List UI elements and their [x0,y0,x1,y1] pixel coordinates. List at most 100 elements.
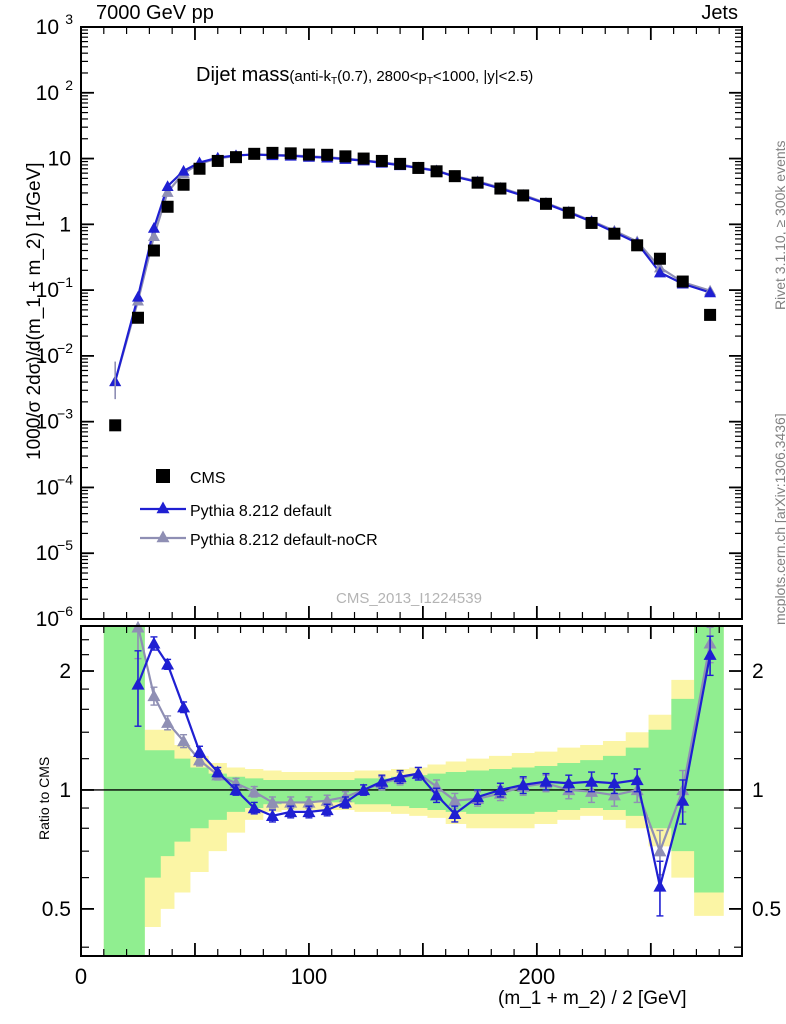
ratio-pythia-default-marker [193,745,207,757]
main-marker-cms [494,182,507,195]
main-y-tick-label: 1 [59,213,71,236]
main-marker-cms [676,275,689,288]
ratio-pythia-nocr-marker [302,795,316,808]
ratio-panel-frame [80,625,743,957]
ratio-pythia-default-marker [493,783,507,796]
ratio-y-tick-label-right: 1 [752,779,764,802]
main-marker-cms [339,150,352,163]
main-marker-cms [248,147,261,160]
main-y-tick-label: 10 [36,608,59,631]
ratio-pythia-default-marker [562,776,576,789]
main-marker-cms [562,206,575,219]
main-y-tick-exponent: −4 [57,471,73,487]
main-marker-cms [430,165,443,178]
main-marker-pythia-default [147,221,160,233]
plot-title: Dijet mass(anti-kT(0.7), 2800<pT<1000, |… [196,64,533,87]
plot-title-detail-post: <1000, |y|<2.5) [432,68,534,85]
header-right-analysis-label: Jets [701,2,738,24]
ratio-pythia-default-marker [177,700,191,713]
ratio-pythia-default-marker [430,788,444,801]
ratio-pythia-nocr-marker [607,788,621,801]
x-axis-label: (m_1 + m_2) / 2 [GeV] [498,988,687,1009]
main-marker-cms [375,154,388,167]
legend-label-pythia-default: Pythia 8.212 default [190,503,332,520]
header-left-beam-label: 7000 GeV pp [96,2,214,24]
ratio-pythia-default-marker [516,778,530,791]
plot-title-sub-pt: T [426,76,433,87]
plot-title-detail-pre: (anti-k [289,68,332,85]
ratio-pythia-default-marker [357,783,371,796]
ratio-pythia-default-marker [338,795,352,808]
ratio-pythia-nocr-marker [653,844,667,857]
main-marker-cms [704,308,717,321]
ratio-line-pythia-default [136,640,712,887]
ratio-pythia-nocr-marker [284,795,298,808]
ratio-pythia-nocr-marker [320,794,334,806]
main-marker-cms [448,170,461,183]
main-marker-cms [302,148,315,161]
main-y-tick-exponent: −5 [57,537,73,553]
analysis-id-watermark: CMS_2013_I1224539 [336,590,482,607]
main-marker-cms [229,151,242,164]
ratio-pythia-nocr-marker [247,785,261,797]
main-marker-cms [412,161,425,174]
main-marker-pythia-nocr [161,186,174,197]
main-marker-cms [471,176,484,189]
main-y-tick-label: 10 [48,148,71,171]
ratio-pythia-default-marker [676,794,690,806]
main-marker-pythia-default [653,266,666,278]
main-marker-pythia-default [704,286,717,298]
legend-marker-cms [156,469,170,483]
legend-label-pythia-nocr: Pythia 8.212 default-noCR [190,532,378,549]
main-marker-cms [653,252,666,265]
x-axis-tick-label: 0 [75,964,87,989]
ratio-pythia-default-marker [161,657,175,670]
ratio-pythia-nocr-marker [177,734,191,747]
main-marker-cms [284,147,297,160]
main-marker-cms [631,239,644,252]
main-marker-cms [539,197,552,210]
ratio-pythia-default-marker [630,773,644,786]
main-y-tick-label: 10 [36,345,59,368]
ratio-pythia-default-marker [448,807,462,820]
ratio-y-tick-label-right: 0.5 [752,898,781,921]
ratio-pythia-default-marker [284,805,298,818]
ratio-pythia-default-marker [471,790,485,803]
ratio-pythia-nocr-marker [448,794,462,806]
ratio-pythia-default-marker [229,783,243,796]
main-line-pythia-default [114,153,711,382]
plot-title-detail-mid: (0.7), 2800<p [337,68,427,85]
ratio-pythia-default-marker [265,809,279,822]
main-y-tick-exponent: 3 [65,11,73,27]
main-marker-cms [177,178,190,191]
main-marker-cms [608,227,621,240]
main-marker-pythia-nocr [147,230,160,242]
main-marker-pythia-default [131,290,144,302]
main-y-tick-label: 10 [36,476,59,499]
main-marker-cms [517,189,530,202]
ratio-pythia-default-marker [302,805,316,818]
ratio-pythia-default-marker [375,775,389,787]
ratio-pythia-default-marker [653,879,667,892]
main-marker-cms [147,244,160,257]
main-marker-cms [211,154,224,167]
main-y-tick-label: 10 [36,16,59,39]
main-line-pythia-nocr [114,153,711,382]
ratio-pythia-nocr-marker [161,716,175,728]
main-y-tick-label: 10 [36,411,59,434]
ratio-pythia-default-marker [703,648,717,660]
main-y-tick-label: 10 [36,279,59,302]
x-axis-tick-label: 100 [291,964,328,989]
main-y-tick-exponent: −2 [57,340,73,356]
main-marker-cms [321,148,334,161]
main-panel-frame [80,26,743,620]
main-y-tick-exponent: −1 [57,274,73,290]
legend-label-cms: CMS [190,470,226,487]
ratio-pythia-nocr-marker [147,689,161,702]
main-marker-cms [193,162,206,175]
ratio-pythia-default-marker [211,765,225,778]
ratio-y-tick-label-left: 1 [59,779,71,802]
main-marker-cms [357,152,370,165]
main-marker-cms [394,157,407,170]
